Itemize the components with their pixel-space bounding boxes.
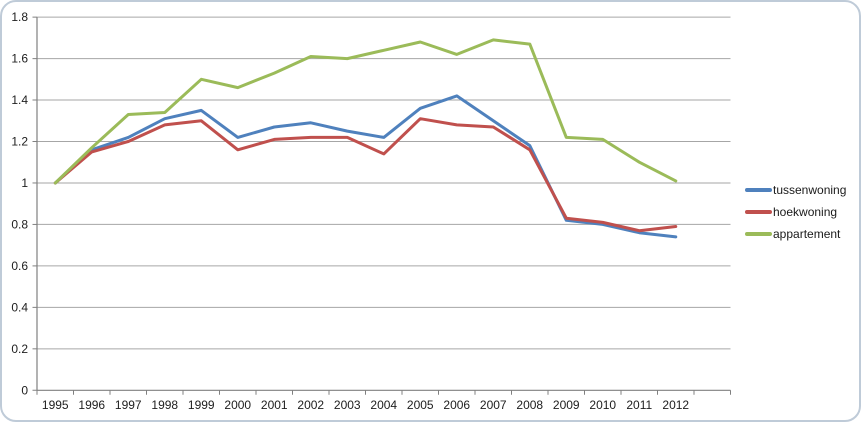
y-tick-label: 1.2 (11, 135, 28, 149)
x-tick-label: 2003 (334, 398, 361, 412)
legend-item-hoekwoning[interactable]: hoekwoning (745, 201, 846, 223)
series-line-appartement[interactable] (53, 38, 678, 185)
x-tick-label: 1995 (42, 398, 69, 412)
legend-label: hoekwoning (773, 205, 838, 219)
x-tick-label: 1999 (188, 398, 215, 412)
legend-line-swatch (745, 210, 772, 214)
series-line-hoekwoning[interactable] (53, 117, 678, 233)
x-tick-label: 1996 (78, 398, 105, 412)
x-tick-label: 2010 (589, 398, 616, 412)
y-tick-label: 0 (21, 383, 28, 397)
legend-line-swatch (745, 188, 772, 192)
x-tick-label: 2001 (261, 398, 288, 412)
legend-item-appartement[interactable]: appartement (745, 223, 846, 245)
y-tick-label: 0.4 (11, 300, 28, 314)
y-tick-label: 1.8 (11, 10, 28, 24)
legend-label: tussenwoning (773, 183, 847, 197)
y-tick-label: 1.4 (11, 93, 28, 107)
x-tick-label: 2006 (443, 398, 470, 412)
legend-label: appartement (773, 227, 841, 241)
y-tick-label: 0.6 (11, 259, 28, 273)
x-tick-label: 2004 (370, 398, 397, 412)
x-tick-label: 2009 (553, 398, 580, 412)
legend-line-swatch (745, 232, 772, 236)
legend-item-tussenwoning[interactable]: tussenwoning (745, 179, 846, 201)
x-tick-label: 2005 (407, 398, 434, 412)
x-tick-label: 2012 (662, 398, 689, 412)
x-tick-label: 2000 (224, 398, 251, 412)
y-tick-label: 0.8 (11, 217, 28, 231)
x-tick-label: 2008 (516, 398, 543, 412)
series-line-tussenwoning[interactable] (53, 94, 678, 239)
y-tick-label: 1.6 (11, 52, 28, 66)
x-tick-label: 1998 (151, 398, 178, 412)
x-tick-label: 2007 (480, 398, 507, 412)
y-tick-label: 0.2 (11, 342, 28, 356)
x-tick-label: 2002 (297, 398, 324, 412)
y-tick-label: 1 (21, 176, 28, 190)
x-tick-label: 2011 (626, 398, 652, 412)
x-tick-label: 1997 (115, 398, 142, 412)
chart-legend: tussenwoning hoekwoning appartement (745, 179, 846, 245)
